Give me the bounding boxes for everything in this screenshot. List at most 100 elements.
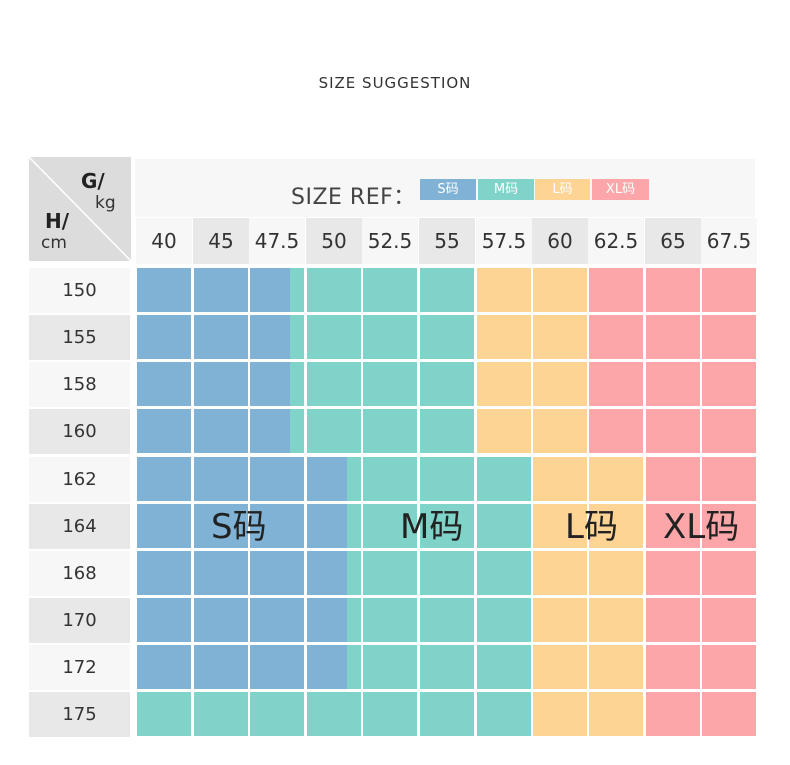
size-region-label-l: L码 xyxy=(565,507,618,547)
size-cell xyxy=(477,504,531,548)
size-cell xyxy=(137,504,191,548)
size-cell xyxy=(702,315,756,359)
legend-swatch-xl: XL码 xyxy=(592,179,649,200)
size-cell xyxy=(250,645,304,689)
height-row-header: 172 xyxy=(29,645,130,690)
legend-label: SIZE REF： xyxy=(291,185,416,210)
size-cell xyxy=(307,268,361,312)
size-cell xyxy=(137,598,191,642)
size-cell xyxy=(420,692,474,736)
size-cell xyxy=(420,362,474,406)
size-cell xyxy=(363,504,417,548)
size-cell xyxy=(363,315,417,359)
size-cell xyxy=(194,409,248,453)
size-cell xyxy=(363,598,417,642)
size-cell xyxy=(589,504,643,548)
weight-axis-label: G/ xyxy=(81,169,105,193)
size-cell xyxy=(420,268,474,312)
size-cell xyxy=(702,457,756,501)
size-cell xyxy=(702,598,756,642)
weight-column-header: 52.5 xyxy=(362,218,418,264)
size-cell xyxy=(646,268,700,312)
size-cell xyxy=(194,362,248,406)
legend-swatch-l: L码 xyxy=(535,179,590,200)
size-cell xyxy=(363,409,417,453)
size-cell xyxy=(363,457,417,501)
size-cell xyxy=(363,362,417,406)
size-cell xyxy=(137,362,191,406)
weight-column-header: 55 xyxy=(419,218,475,264)
height-row-header: 164 xyxy=(29,504,130,549)
legend-swatch-s: S码 xyxy=(420,179,476,200)
weight-column-header: 45 xyxy=(193,218,249,264)
size-cell xyxy=(420,315,474,359)
size-cell xyxy=(194,268,248,312)
size-cell xyxy=(702,409,756,453)
size-cell xyxy=(589,409,643,453)
size-cell xyxy=(137,551,191,595)
size-cell xyxy=(250,409,304,453)
size-cell xyxy=(589,268,643,312)
legend-swatch-m: M码 xyxy=(478,179,534,200)
size-cell xyxy=(646,551,700,595)
size-cell xyxy=(250,315,304,359)
size-cell xyxy=(589,315,643,359)
size-cell xyxy=(646,409,700,453)
size-cell xyxy=(533,598,587,642)
size-cell xyxy=(646,504,700,548)
height-row-header: 175 xyxy=(29,692,130,737)
size-cell xyxy=(194,504,248,548)
size-cell xyxy=(702,268,756,312)
size-cell xyxy=(420,409,474,453)
size-cell xyxy=(477,268,531,312)
height-axis-unit: cm xyxy=(41,233,67,253)
weight-column-header: 40 xyxy=(136,218,192,264)
size-cell xyxy=(477,362,531,406)
size-cell xyxy=(194,315,248,359)
size-cell xyxy=(646,362,700,406)
weight-column-header: 65 xyxy=(645,218,701,264)
size-cell xyxy=(307,692,361,736)
size-cell xyxy=(250,504,304,548)
size-cell xyxy=(363,645,417,689)
size-cell xyxy=(533,268,587,312)
weight-column-header: 60 xyxy=(532,218,588,264)
height-row-header: 155 xyxy=(29,315,130,360)
size-cell xyxy=(250,551,304,595)
size-cell xyxy=(589,645,643,689)
size-region-label-s: S码 xyxy=(211,507,267,547)
size-cell xyxy=(646,315,700,359)
height-row-header: 168 xyxy=(29,551,130,596)
size-cell xyxy=(307,645,361,689)
size-cell xyxy=(250,692,304,736)
size-region-label-xl: XL码 xyxy=(663,507,740,547)
size-cell xyxy=(307,457,361,501)
height-row-header: 150 xyxy=(29,268,130,313)
size-cell xyxy=(646,457,700,501)
size-cell xyxy=(646,598,700,642)
size-cell xyxy=(477,457,531,501)
size-cell xyxy=(363,692,417,736)
size-cell xyxy=(420,457,474,501)
height-row-header: 158 xyxy=(29,362,130,407)
size-cell xyxy=(477,645,531,689)
weight-column-header: 67.5 xyxy=(701,218,757,264)
size-cell xyxy=(477,598,531,642)
size-cell xyxy=(533,315,587,359)
size-cell xyxy=(307,315,361,359)
size-cell xyxy=(137,645,191,689)
size-cell xyxy=(533,692,587,736)
size-cell xyxy=(420,551,474,595)
size-cell xyxy=(646,692,700,736)
size-cell xyxy=(137,692,191,736)
size-cell xyxy=(477,692,531,736)
size-cell xyxy=(477,551,531,595)
size-cell xyxy=(477,409,531,453)
size-cell xyxy=(533,457,587,501)
size-cell xyxy=(589,598,643,642)
size-region-label-m: M码 xyxy=(400,507,464,547)
size-cell xyxy=(250,598,304,642)
weight-column-header: 57.5 xyxy=(476,218,532,264)
page-title: SIZE SUGGESTION xyxy=(318,74,472,92)
size-cell xyxy=(589,692,643,736)
